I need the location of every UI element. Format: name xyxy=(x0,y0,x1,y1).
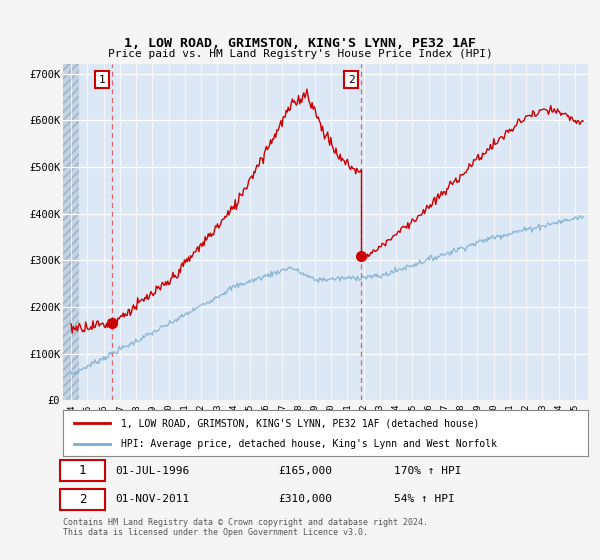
Bar xyxy=(63,64,79,400)
Text: 01-JUL-1996: 01-JUL-1996 xyxy=(115,466,190,475)
Text: £165,000: £165,000 xyxy=(278,466,332,475)
FancyBboxPatch shape xyxy=(61,460,105,481)
Text: 01-NOV-2011: 01-NOV-2011 xyxy=(115,494,190,504)
Text: Contains HM Land Registry data © Crown copyright and database right 2024.
This d: Contains HM Land Registry data © Crown c… xyxy=(63,518,428,538)
Text: 1: 1 xyxy=(79,464,86,477)
Text: 2: 2 xyxy=(79,493,86,506)
Text: 1, LOW ROAD, GRIMSTON, KING'S LYNN, PE32 1AF: 1, LOW ROAD, GRIMSTON, KING'S LYNN, PE32… xyxy=(124,37,476,50)
Text: 170% ↑ HPI: 170% ↑ HPI xyxy=(394,466,461,475)
Text: £310,000: £310,000 xyxy=(278,494,332,504)
Text: 2: 2 xyxy=(348,74,355,85)
FancyBboxPatch shape xyxy=(61,489,105,510)
Text: 1: 1 xyxy=(98,74,106,85)
Text: HPI: Average price, detached house, King's Lynn and West Norfolk: HPI: Average price, detached house, King… xyxy=(121,440,497,450)
Text: 1, LOW ROAD, GRIMSTON, KING'S LYNN, PE32 1AF (detached house): 1, LOW ROAD, GRIMSTON, KING'S LYNN, PE32… xyxy=(121,418,479,428)
Text: Price paid vs. HM Land Registry's House Price Index (HPI): Price paid vs. HM Land Registry's House … xyxy=(107,49,493,59)
Text: 54% ↑ HPI: 54% ↑ HPI xyxy=(394,494,455,504)
